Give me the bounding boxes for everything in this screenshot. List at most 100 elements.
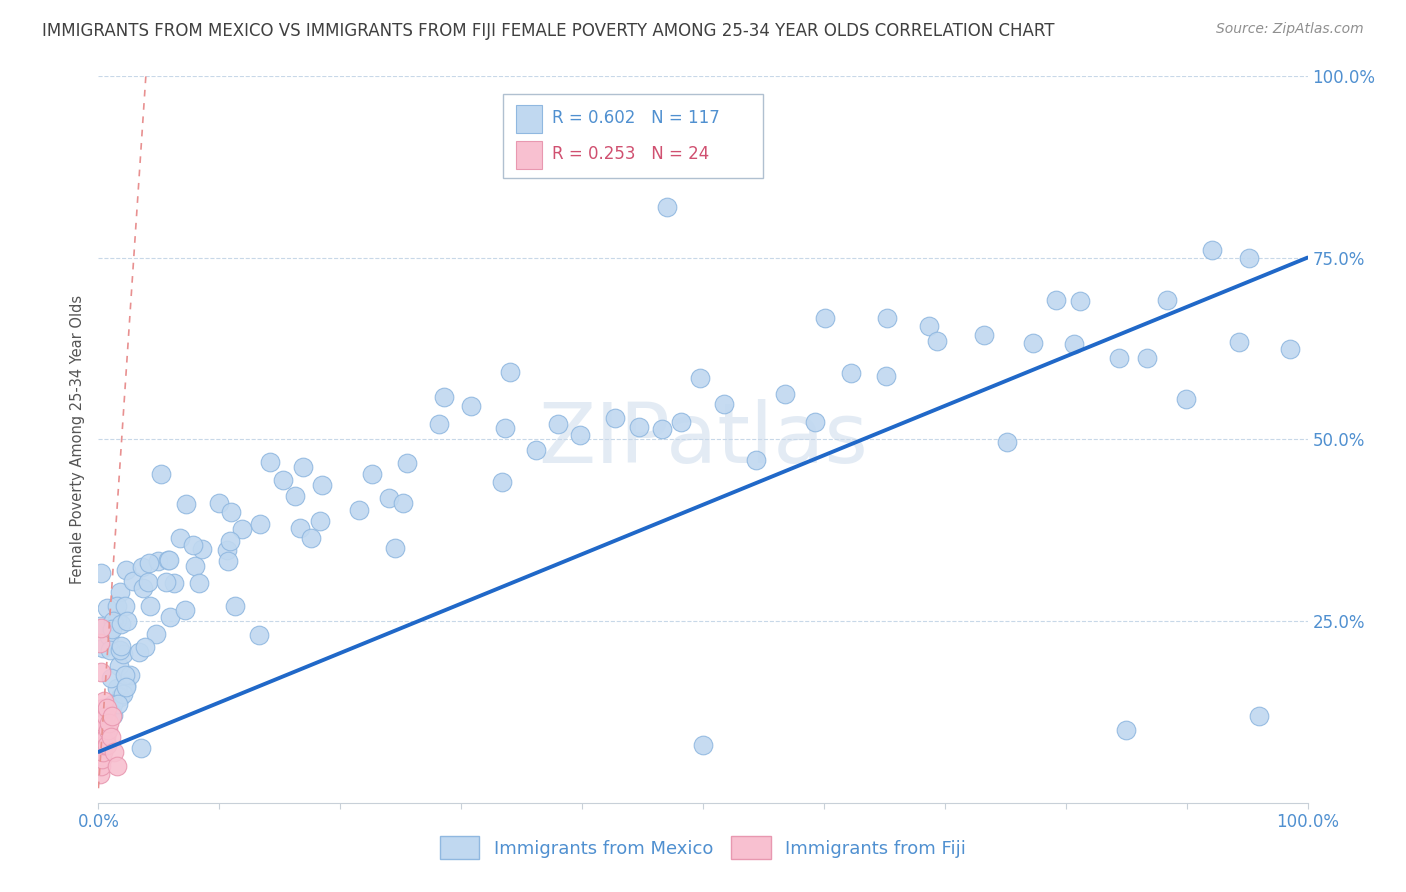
Point [157,552,180,566]
Point [89,766,111,780]
Point [460,399,482,413]
Text: R = 0.253   N = 24: R = 0.253 N = 24 [553,145,709,163]
Point [219,533,242,548]
Point [247,628,270,642]
Text: ZIPatlas: ZIPatlas [538,399,868,480]
Point [89,619,111,633]
Point [174,497,197,511]
Point [93,694,115,708]
Point [105,613,128,627]
Point [651,422,673,436]
Point [839,366,862,380]
Point [1174,392,1197,407]
Bar [516,105,543,133]
Point [121,574,143,589]
Point [181,538,204,552]
Point [627,419,650,434]
Point [159,610,181,624]
Point [1045,293,1067,307]
Point [91,731,114,745]
Point [100,708,122,723]
Point [219,505,242,519]
Point [191,542,214,557]
Point [139,599,162,613]
Point [361,467,384,481]
Point [433,391,456,405]
Point [655,200,678,214]
Point [89,752,111,766]
Point [309,514,332,528]
Point [90,621,112,635]
Point [101,614,124,628]
Point [299,531,322,545]
Point [98,629,121,643]
Point [384,541,406,555]
Point [90,723,112,737]
Point [1227,335,1250,350]
Point [91,701,114,715]
Point [1201,243,1223,257]
Point [995,435,1018,450]
Point [231,522,253,536]
Point [129,741,152,756]
Point [1136,351,1159,366]
Point [132,581,155,595]
Point [89,636,111,650]
Bar [516,141,543,169]
Point [1278,342,1301,356]
Point [174,603,197,617]
Point [491,475,513,489]
Point [105,599,128,614]
Point [98,643,121,657]
Text: Source: ZipAtlas.com: Source: ZipAtlas.com [1216,22,1364,37]
Point [91,708,114,723]
Point [290,521,312,535]
Point [100,671,122,685]
Point [91,745,114,759]
Point [973,328,995,343]
Point [149,467,172,482]
Point [103,745,125,759]
Point [105,681,128,695]
Point [112,687,135,701]
FancyBboxPatch shape [503,94,763,178]
Point [1156,293,1178,308]
Point [1115,723,1137,737]
Y-axis label: Female Poverty Among 25-34 Year Olds: Female Poverty Among 25-34 Year Olds [69,294,84,584]
Point [90,759,112,773]
Point [100,731,122,745]
Point [669,415,692,429]
Point [568,427,591,442]
Point [90,665,112,679]
Point [90,566,112,581]
Point [114,678,136,692]
Point [136,575,159,590]
Point [1239,252,1261,266]
Point [107,698,129,712]
Point [547,417,569,431]
Point [773,386,796,401]
Point [391,495,413,509]
Point [499,366,522,380]
Point [111,647,134,661]
Point [93,715,115,730]
Point [108,585,131,599]
Point [114,599,136,614]
Point [91,752,114,766]
Point [284,489,307,503]
Point [814,311,837,326]
Point [91,640,114,655]
Point [110,639,132,653]
Point [291,460,314,475]
Point [96,600,118,615]
Point [155,575,177,590]
Point [917,319,939,334]
Point [494,420,516,434]
Point [311,478,333,492]
Point [107,659,129,673]
Point [118,668,141,682]
Point [249,516,271,531]
Point [115,614,138,628]
Point [114,563,136,577]
Point [1069,293,1091,308]
